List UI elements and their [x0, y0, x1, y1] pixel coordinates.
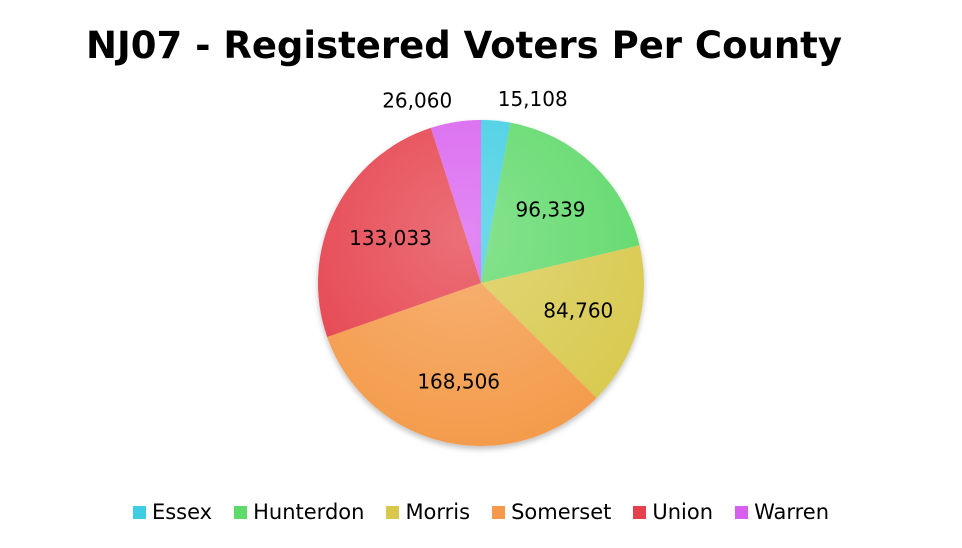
chart-legend: Essex Hunterdon Morris Somerset Union Warren — [0, 500, 962, 524]
legend-item-morris: Morris — [386, 500, 470, 524]
legend-swatch — [234, 505, 248, 519]
legend-swatch — [386, 505, 400, 519]
legend-label: Union — [652, 500, 714, 524]
chart-title: NJ07 - Registered Voters Per County — [86, 24, 842, 67]
legend-item-somerset: Somerset — [492, 500, 611, 524]
legend-item-warren: Warren — [735, 500, 829, 524]
legend-swatch — [735, 505, 749, 519]
legend-label: Somerset — [511, 500, 612, 524]
data-label-somerset: 168,506 — [417, 370, 500, 394]
data-label-union: 133,033 — [349, 226, 432, 250]
data-label-morris: 84,760 — [543, 298, 613, 322]
data-label-hunterdon: 96,339 — [516, 198, 586, 222]
legend-label: Hunterdon — [253, 500, 365, 524]
legend-label: Warren — [754, 500, 830, 524]
legend-label: Morris — [405, 500, 471, 524]
pie-chart: 15,108 96,339 84,760 168,506 133,033 26,060 — [317, 87, 644, 447]
legend-item-union: Union — [633, 500, 713, 524]
data-label-essex: 15,108 — [498, 87, 568, 111]
legend-item-hunterdon: Hunterdon — [234, 500, 364, 524]
legend-swatch — [492, 505, 506, 519]
legend-swatch — [633, 505, 647, 519]
legend-swatch — [132, 505, 146, 519]
data-label-warren: 26,060 — [382, 88, 452, 112]
legend-label: Essex — [151, 500, 213, 524]
legend-item-essex: Essex — [132, 500, 213, 524]
